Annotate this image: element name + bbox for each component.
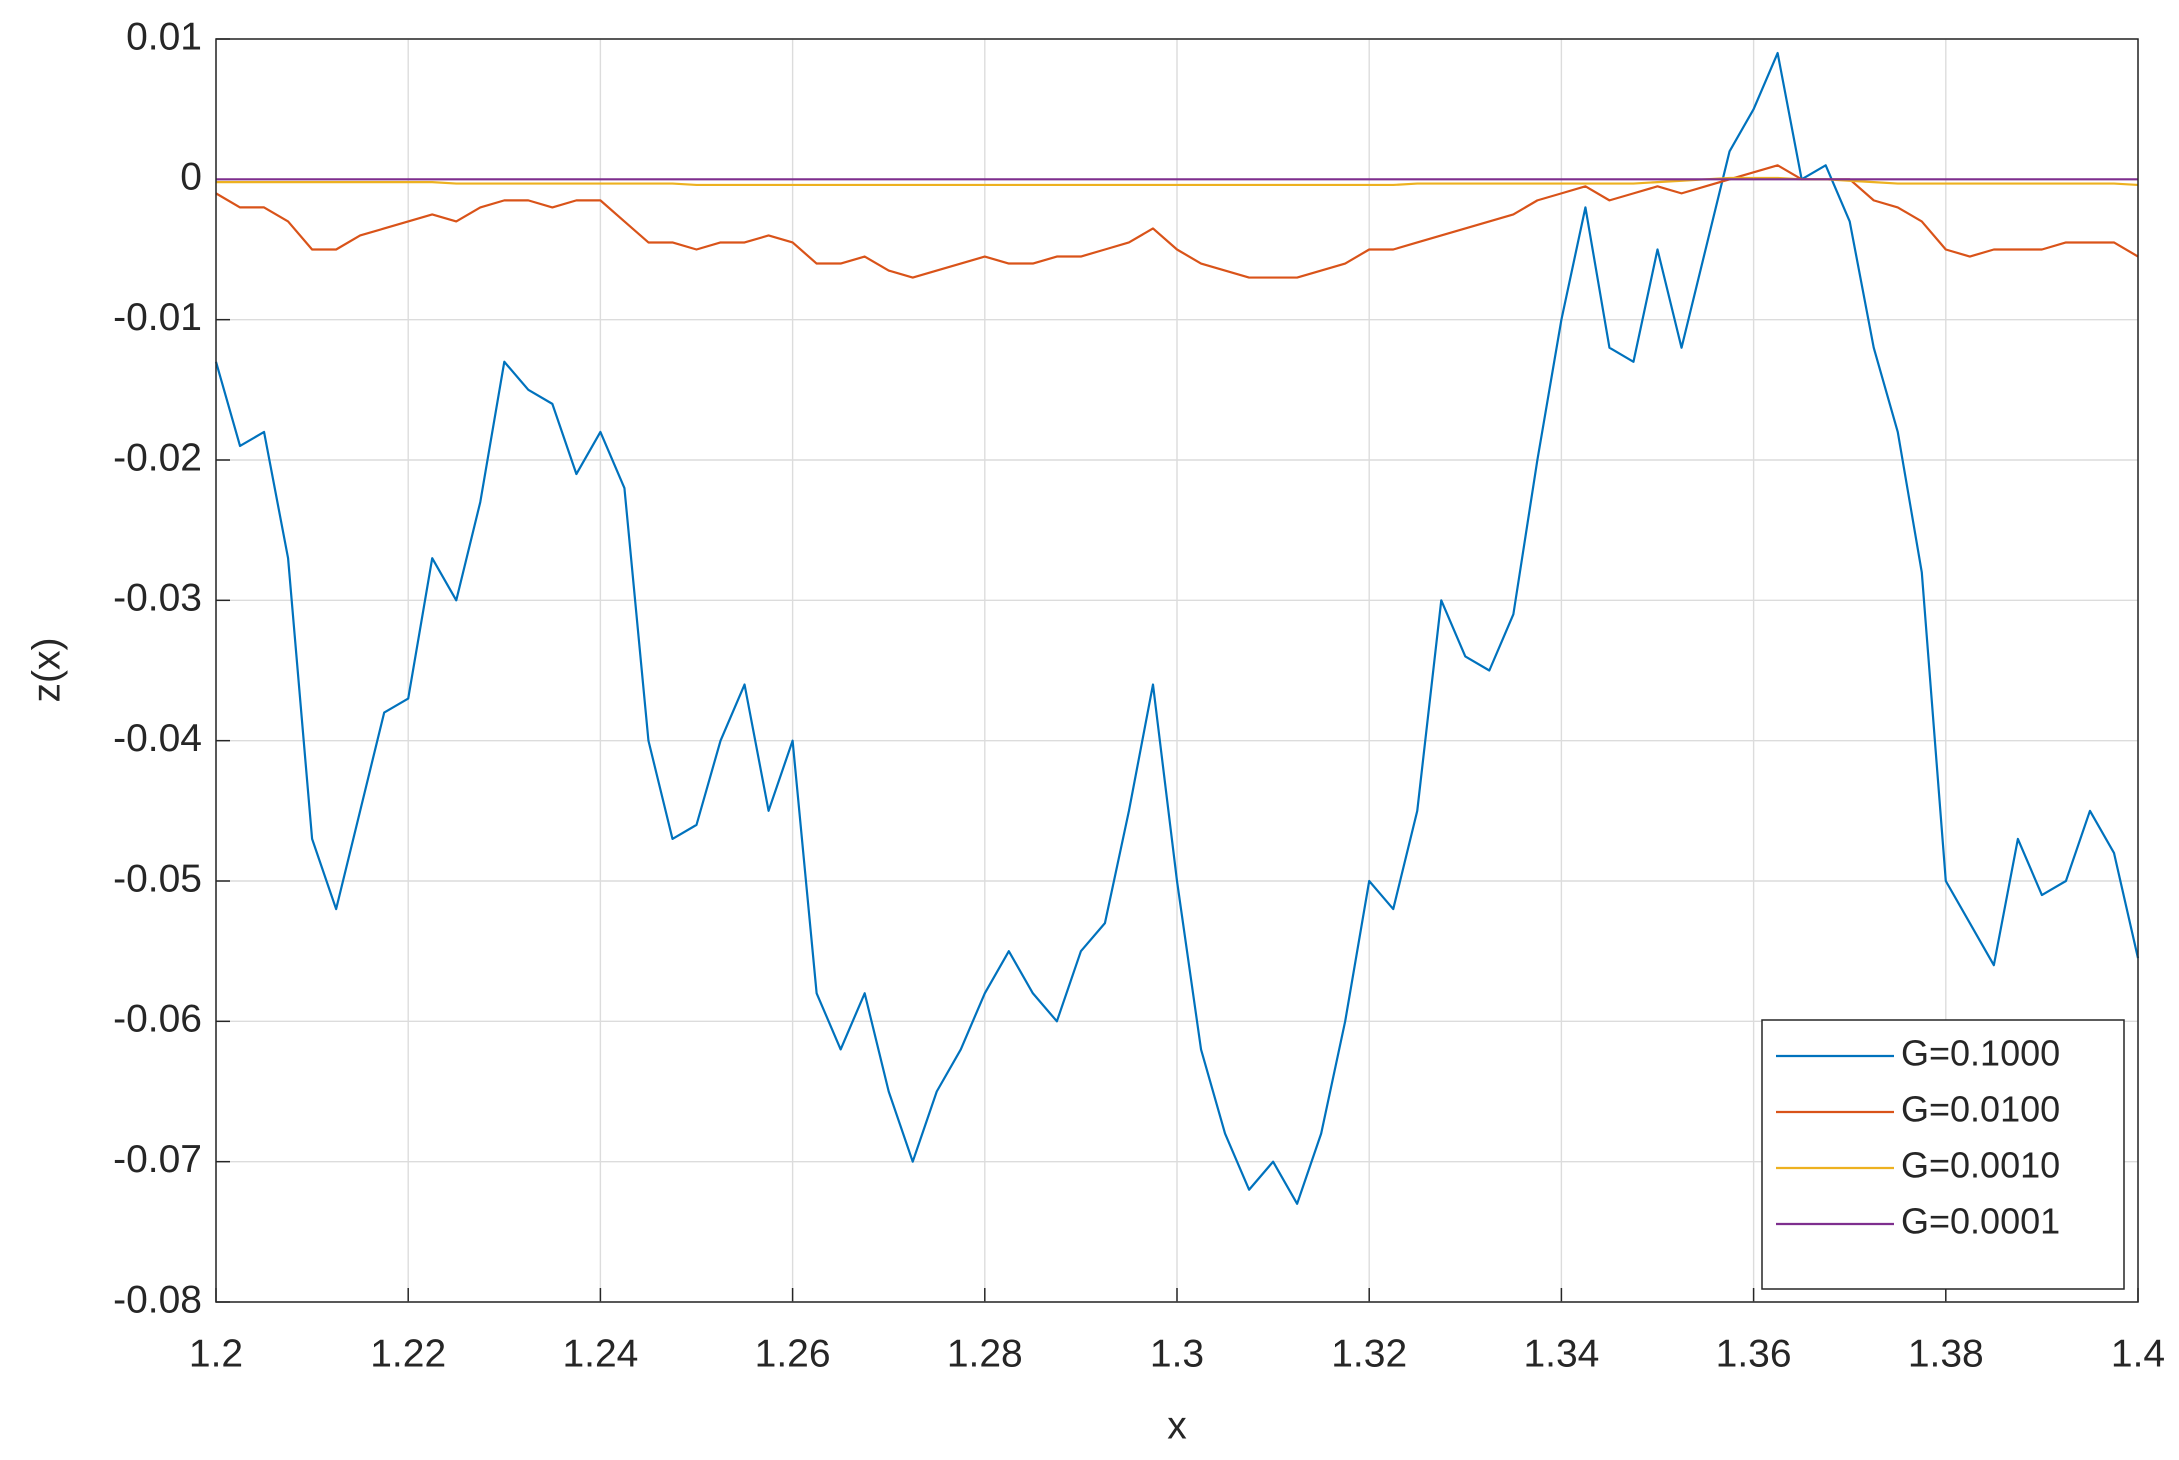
x-tick-label: 1.34 xyxy=(1523,1332,1599,1375)
y-tick-label: -0.04 xyxy=(113,717,202,760)
axes-box xyxy=(215,38,2139,1303)
y-tick-label: -0.08 xyxy=(113,1278,202,1321)
y-tick-label: -0.05 xyxy=(113,857,202,900)
legend-label: G=0.0001 xyxy=(1901,1201,2060,1242)
y-tick-label: 0.01 xyxy=(126,15,202,58)
x-tick-label: 1.2 xyxy=(189,1332,243,1375)
y-tick-label: -0.06 xyxy=(113,998,202,1041)
x-tick-label: 1.36 xyxy=(1716,1332,1792,1375)
legend-box xyxy=(1761,1019,2125,1290)
x-tick-label: 1.38 xyxy=(1908,1332,1984,1375)
y-tick-label: -0.01 xyxy=(113,296,202,339)
y-tick-label: -0.02 xyxy=(113,436,202,479)
data-line xyxy=(214,51,2140,1205)
x-tick-label: 1.26 xyxy=(755,1332,831,1375)
x-tick-label: 1.32 xyxy=(1331,1332,1407,1375)
legend-label: G=0.0100 xyxy=(1901,1089,2060,1130)
x-tick-label: 1.22 xyxy=(370,1332,446,1375)
x-axis-label: x xyxy=(1167,1404,1187,1447)
legend-label: G=0.0010 xyxy=(1901,1145,2060,1186)
x-tick-label: 1.3 xyxy=(1150,1332,1204,1375)
y-axis-label: z(x) xyxy=(25,638,68,703)
x-tick-label: 1.4 xyxy=(2111,1332,2165,1375)
y-tick-label: -0.07 xyxy=(113,1138,202,1181)
y-tick-label: 0 xyxy=(180,156,202,199)
y-tick-label: -0.03 xyxy=(113,577,202,620)
legend-label: G=0.1000 xyxy=(1901,1033,2060,1074)
x-tick-label: 1.24 xyxy=(562,1332,638,1375)
x-tick-label: 1.28 xyxy=(947,1332,1023,1375)
